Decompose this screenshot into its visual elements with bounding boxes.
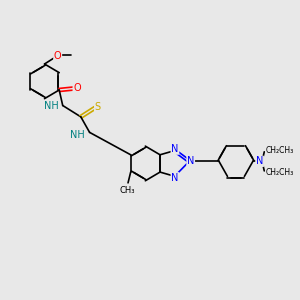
Text: CH₃: CH₃: [119, 186, 135, 195]
Text: CH₂CH₃: CH₂CH₃: [266, 168, 294, 177]
Text: NH: NH: [44, 101, 59, 111]
Text: N: N: [171, 144, 178, 154]
Text: N: N: [256, 156, 263, 166]
Text: NH: NH: [70, 130, 85, 140]
Text: O: O: [54, 51, 62, 61]
Text: CH₂CH₃: CH₂CH₃: [266, 146, 294, 155]
Text: O: O: [73, 83, 81, 93]
Text: N: N: [171, 173, 178, 183]
Text: S: S: [95, 102, 101, 112]
Text: N: N: [187, 156, 194, 166]
